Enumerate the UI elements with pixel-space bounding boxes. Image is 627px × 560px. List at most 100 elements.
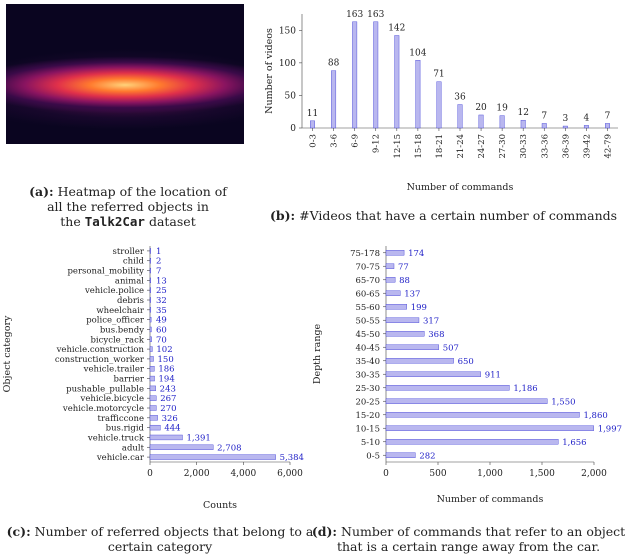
bar-value-label: 163 (346, 10, 363, 20)
bar-value-label: 186 (158, 365, 174, 375)
caption-a-suffix: dataset (148, 214, 196, 229)
bar (385, 331, 425, 337)
bar (149, 375, 155, 382)
heatmap-panel: (a): Heatmap of the location of all the … (0, 0, 300, 240)
caption-d-line1: Number of commands that refer to an obje… (341, 524, 626, 539)
y-tick-label: debris (117, 296, 144, 306)
y-tick-label: 55-60 (355, 303, 380, 313)
bar-value-label: 32 (156, 296, 167, 306)
y-tick-label: 70-75 (355, 262, 380, 272)
bar (149, 424, 161, 431)
bar (394, 35, 400, 129)
y-tick-label: vehicle.trailer (83, 365, 145, 375)
y-tick-label: 25-30 (355, 384, 380, 394)
depth-range-panel: 0 500 1,000 1,500 2,000 75-178 174 70-75 77 65-70… (310, 240, 627, 560)
depth-range-bar-chart: 0 500 1,000 1,500 2,000 75-178 174 70-75 77 65-70… (312, 246, 622, 505)
bar-value-label: 77 (398, 262, 409, 272)
bar-value-label: 368 (428, 330, 444, 340)
x-axis-title: Number of commands (437, 494, 544, 505)
caption-a-prefix: the (60, 214, 81, 229)
x-tick-label: 24-27 (477, 134, 487, 159)
bar (149, 287, 152, 293)
x-tick-label: 0-3 (309, 134, 319, 148)
caption-c-line1: Number of referred objects that belong t… (34, 524, 314, 539)
y-tick-label: wheelchair (96, 306, 145, 316)
caption-d: (d): Number of commands that refer to an… (310, 524, 627, 554)
bar (149, 405, 157, 411)
y-tick-label: 60-65 (355, 289, 380, 299)
y-tick-label: 100 (279, 59, 296, 69)
bar (385, 398, 548, 404)
x-tick-label: 12-15 (393, 134, 403, 159)
caption-d-tag: (d): (311, 524, 338, 539)
caption-d-line2: that is a certain range away from the ca… (336, 539, 601, 554)
y-tick-label: personal_mobility (67, 267, 144, 277)
videos-bar-chart: 0 50 100 150 11 0-3 88 3-6 163 6-9 163 9-12 142 12-15… (264, 10, 618, 193)
y-tick-label: 50-55 (355, 316, 380, 326)
bar-value-label: 1,860 (583, 411, 607, 421)
bar (149, 346, 153, 352)
bar (415, 60, 421, 129)
y-tick-label: pushable_pullable (66, 384, 144, 394)
x-axis-title: Number of commands (407, 182, 514, 193)
x-tick-label: 36-39 (561, 134, 571, 159)
bar (562, 125, 568, 129)
x-tick-label: 27-30 (498, 134, 508, 159)
bar (478, 114, 484, 129)
y-tick-label: 45-50 (355, 330, 380, 340)
x-tick-label: 0 (147, 469, 153, 479)
bar-value-label: 104 (409, 48, 426, 58)
y-tick-label: police_officer (86, 316, 145, 326)
y-tick-label: vehicle.motorcycle (62, 404, 144, 414)
bar-value-label: 36 (454, 93, 466, 103)
bar (583, 125, 589, 129)
bar-value-label: 1,656 (562, 438, 586, 448)
bar (385, 452, 416, 458)
y-tick-label: vehicle.bicycle (80, 394, 144, 404)
bar-value-label: 142 (388, 23, 405, 33)
x-tick-label: 1,500 (529, 469, 555, 479)
caption-c-line2: certain category (107, 539, 213, 554)
bar-value-label: 137 (404, 289, 420, 299)
bar (457, 104, 463, 129)
bar-value-label: 102 (156, 345, 172, 355)
bar-value-label: 1,391 (186, 433, 210, 443)
bar (149, 336, 152, 342)
bar (385, 371, 481, 377)
object-category-bar-chart: 0 2,000 4,000 6,000 stroller 1 child 2 personal_… (2, 246, 304, 511)
x-tick-label: 42-79 (603, 134, 613, 159)
bar-value-label: 199 (411, 303, 427, 313)
bar-value-label: 1 (156, 247, 161, 257)
bar (385, 385, 510, 391)
x-tick-label: 18-21 (435, 134, 445, 159)
bar-value-label: 20 (475, 103, 487, 113)
x-tick-label: 4,000 (230, 469, 256, 479)
bar (149, 248, 152, 254)
caption-c-tag: (c): (6, 524, 31, 539)
bar-value-label: 7 (156, 267, 161, 277)
caption-b-text: #Videos that have a certain number of co… (299, 208, 618, 223)
y-tick-label: 0 (290, 124, 296, 134)
x-tick-label: 6-9 (351, 134, 361, 148)
y-tick-label: adult (122, 443, 145, 453)
bar-value-label: 11 (307, 109, 318, 119)
x-tick-label: 500 (429, 469, 446, 479)
bar (149, 258, 152, 264)
caption-a: (a): Heatmap of the location of all the … (8, 184, 248, 229)
bar (149, 307, 152, 313)
y-tick-label: bus.rigid (106, 424, 145, 434)
bar (149, 316, 152, 323)
bar-value-label: 3 (562, 114, 568, 124)
y-tick-label: barrier (114, 375, 145, 385)
bar-value-label: 150 (158, 355, 174, 365)
caption-a-line1: Heatmap of the location of (57, 184, 227, 199)
bar (385, 263, 395, 269)
x-tick-label: 1,000 (477, 469, 503, 479)
y-tick-label: vehicle.police (84, 286, 144, 296)
bar (385, 277, 396, 283)
y-axis-title: Object category (2, 315, 13, 392)
bar-value-label: 2 (156, 257, 161, 267)
y-tick-label: vehicle.car (96, 453, 145, 463)
bar-value-label: 5,384 (280, 453, 304, 463)
bar-value-label: 2,708 (217, 443, 241, 453)
